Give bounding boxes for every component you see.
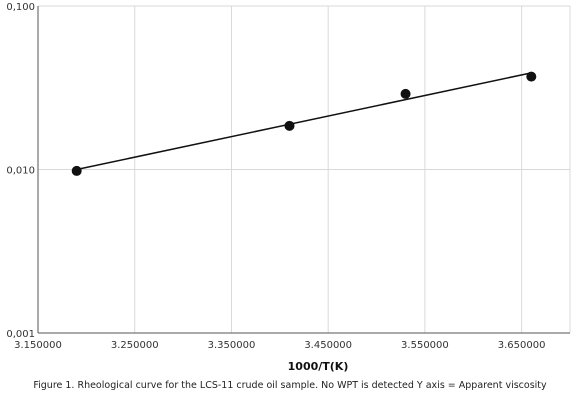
data-point — [526, 71, 537, 82]
x-tick-label: 3.450000 — [304, 340, 352, 351]
chart: 3.150000 3.250000 3.350000 3.450000 3.550000… — [6, 2, 571, 373]
y-tick-label: 0,001 — [6, 329, 35, 340]
x-tick-labels: 3.150000 3.250000 3.350000 3.450000 3.550000… — [14, 340, 545, 351]
x-tick-label: 3.550000 — [401, 340, 449, 351]
x-axis-title: 1000/T(K) — [288, 360, 349, 373]
data-point — [400, 88, 411, 99]
y-tick-label: 0,100 — [6, 2, 35, 13]
x-tick-label: 3.150000 — [14, 340, 62, 351]
data-point — [284, 120, 295, 131]
y-gridlines — [38, 5, 570, 334]
y-tick-label: 0,010 — [6, 166, 35, 177]
data-point — [71, 165, 82, 176]
figure-caption: Figure 1. Rheological curve for the LCS-… — [33, 380, 547, 391]
trendline-segment — [76, 72, 532, 171]
x-tick-label: 3.350000 — [208, 340, 256, 351]
axes — [37, 6, 570, 334]
data-points — [71, 71, 537, 176]
y-tick-labels: 0,001 0,010 0,100 — [6, 2, 35, 340]
x-tick-label: 3.250000 — [111, 340, 159, 351]
trendline — [76, 72, 532, 171]
x-tick-label: 3.650000 — [498, 340, 546, 351]
